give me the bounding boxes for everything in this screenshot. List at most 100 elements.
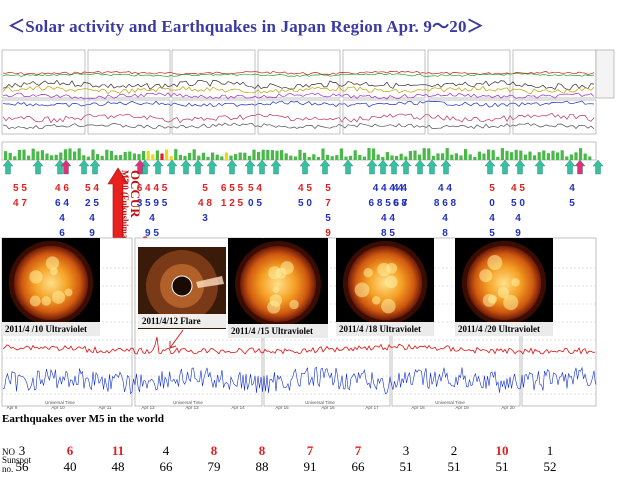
- magnitude-number: 5 0: [298, 198, 312, 209]
- magnitude-number: 5 0: [511, 198, 525, 209]
- green-arrow: [440, 159, 452, 175]
- kp-bar: [261, 149, 265, 160]
- eq-count-cell: 3: [18, 443, 26, 458]
- sun-photo: 2011/4 /15 Ultraviolet: [228, 238, 328, 338]
- green-arrow: [414, 159, 426, 175]
- photo-label: 2011/4 /18 Ultraviolet: [339, 324, 421, 334]
- kp-bar: [556, 152, 560, 160]
- kp-bar: [537, 152, 541, 160]
- kp-bar: [441, 153, 445, 160]
- x-tick-label: Apr 18: [411, 405, 425, 410]
- sun-photo: 2011/4 /20 Ultraviolet: [455, 238, 553, 336]
- photo-label-bg: [228, 324, 328, 338]
- kp-bar: [542, 150, 546, 160]
- kp-bar: [408, 150, 412, 160]
- magnitude-number: 6 8: [393, 198, 407, 209]
- kp-bar: [8, 152, 12, 160]
- magnitude-number: 4 6: [55, 183, 69, 194]
- green-arrow: [206, 159, 218, 175]
- eq-count-cell: 3: [402, 443, 410, 458]
- row-label-sunspot-no: no.: [2, 464, 14, 474]
- sun-photo: 2011/4 /10 Ultraviolet: [2, 238, 100, 336]
- magnitude-number: 5: [325, 183, 331, 194]
- sunspot-cell: 79: [207, 459, 221, 474]
- kp-bar: [169, 156, 173, 160]
- kp-bar: [321, 148, 325, 160]
- magnitude-number: 8 6 8: [434, 198, 457, 209]
- kp-bar: [358, 154, 362, 160]
- eq-count-cell: 4: [162, 443, 170, 458]
- magnitude-number: 4: [89, 213, 95, 224]
- magnitude-number: 0 5: [248, 198, 262, 209]
- page-title: ＜Solar activity and Earthquakes in Japan…: [8, 17, 484, 36]
- kp-bar: [257, 151, 261, 160]
- x-tick-label: Apr 16: [321, 405, 335, 410]
- kp-bar: [105, 149, 109, 160]
- active-region: [487, 255, 503, 271]
- kp-bar: [275, 150, 279, 160]
- kp-bar: [215, 154, 219, 160]
- proton-flux-line: [2, 366, 596, 395]
- kp-bar: [247, 155, 251, 160]
- magnitude-number: 4 4 4 4: [373, 183, 404, 194]
- eq-count-cell: 6: [66, 443, 74, 458]
- x-tick-label: Apr 12: [141, 405, 155, 410]
- active-region: [479, 269, 493, 283]
- magnitude-number: 4 4: [393, 183, 407, 194]
- kp-bar: [569, 154, 573, 160]
- kp-bar: [491, 150, 495, 160]
- magnitude-number: 4: [442, 213, 448, 224]
- kp-bar: [583, 153, 587, 160]
- kp-bar: [119, 155, 123, 160]
- kp-bar: [445, 148, 449, 160]
- kp-bar: [224, 152, 228, 160]
- kp-bar: [459, 155, 463, 160]
- active-region: [354, 282, 370, 298]
- green-arrow: [564, 159, 576, 175]
- green-arrow: [499, 159, 511, 175]
- axis-footer-label: Universal Time: [435, 400, 465, 405]
- green-arrow: [484, 159, 496, 175]
- green-arrow: [342, 159, 354, 175]
- magnitude-number: 6 8 5 6 7: [369, 198, 408, 209]
- kp-bar: [436, 153, 440, 160]
- xray-flux-line: [2, 336, 595, 355]
- status-panel-lower: [171, 99, 256, 135]
- kp-bar: [178, 154, 182, 160]
- active-region: [64, 288, 73, 297]
- active-region: [488, 294, 498, 304]
- kp-bar: [574, 152, 578, 160]
- active-region: [268, 266, 282, 280]
- kp-bar: [390, 155, 394, 160]
- x-tick-label: Apr 14: [231, 405, 245, 410]
- kp-bar: [77, 148, 81, 160]
- magnitude-number: 2 5: [85, 198, 99, 209]
- series-trace: [2, 122, 595, 130]
- green-arrow: [319, 159, 331, 175]
- kp-bar: [468, 154, 472, 160]
- active-region: [50, 267, 58, 276]
- sunspot-cell: 51: [399, 459, 413, 474]
- green-arrow: [256, 159, 268, 175]
- magnitude-number: 4 5: [511, 183, 525, 194]
- kp-bar: [211, 152, 215, 160]
- kp-bar: [174, 149, 178, 160]
- green-arrow: [166, 159, 178, 175]
- eq-count-cell: 7: [306, 443, 314, 458]
- green-arrow: [244, 159, 256, 175]
- magnitude-number: 7: [325, 198, 331, 209]
- green-arrow: [32, 159, 44, 175]
- kp-bar: [362, 156, 366, 160]
- kp-bar: [519, 150, 523, 160]
- active-region: [511, 278, 520, 287]
- occur-label: OCCUR: [128, 170, 143, 218]
- magnitude-number: 5: [325, 213, 331, 224]
- magnitude-number: 5 4: [248, 183, 262, 194]
- kp-bar: [86, 156, 90, 160]
- magnitude-number: 4 4: [438, 183, 452, 194]
- pink-arrow: [134, 159, 146, 175]
- kp-bar: [413, 150, 417, 160]
- status-panel-lower: [512, 99, 597, 135]
- flare-label: 2011/4/12 Flare: [142, 316, 201, 326]
- active-region: [363, 268, 373, 278]
